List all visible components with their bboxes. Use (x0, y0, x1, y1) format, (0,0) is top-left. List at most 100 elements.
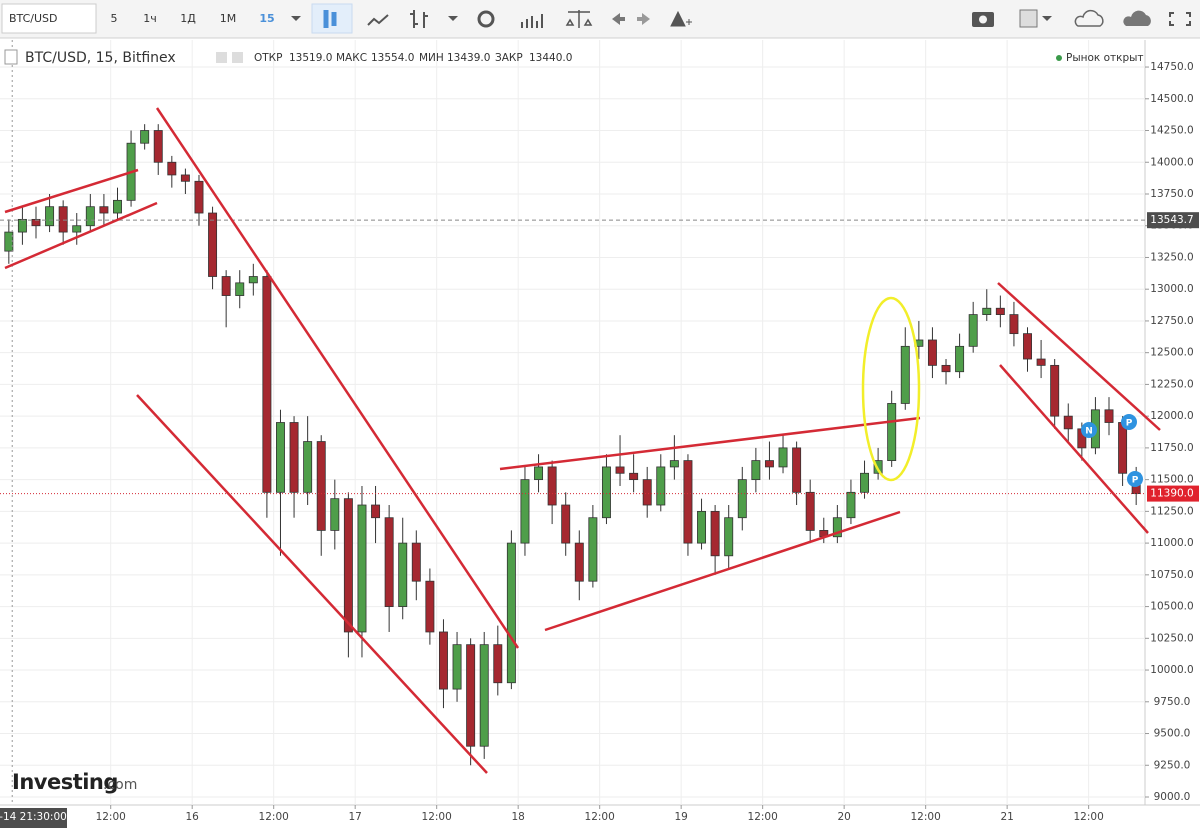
candle-body (99, 206, 109, 214)
candle-body (371, 504, 381, 519)
x-tick-label: 21 (1000, 811, 1013, 823)
x-tick-label: 12:00 (1074, 811, 1104, 823)
y-tick-label: 10000.0 (1150, 664, 1193, 676)
candle-body (547, 466, 557, 506)
candle-button[interactable] (311, 3, 353, 34)
y-axis-bg (1145, 40, 1200, 805)
y-tick-label: 13000.0 (1150, 283, 1193, 295)
interval-active[interactable]: 15 (259, 12, 274, 25)
x-tick-label: 12:00 (585, 811, 615, 823)
candle-body (221, 276, 231, 296)
candle-body (792, 447, 802, 493)
undo-icon[interactable] (612, 13, 625, 25)
market-status: Рынок открыт (1066, 52, 1144, 64)
x-tick-label: 20 (837, 811, 850, 823)
x-tick-label: 12:00 (259, 811, 289, 823)
crosshair-y-label: 13543.7 (1150, 214, 1193, 226)
compare-icon[interactable] (565, 10, 593, 28)
legend-label: МАКС (336, 52, 367, 64)
candle-body (31, 218, 41, 227)
event-marker[interactable] (1127, 471, 1143, 487)
screenshot-lens (979, 15, 987, 24)
event-marker[interactable] (1121, 414, 1137, 430)
legend-title: BTC/USD, 15, Bitfinex (25, 50, 176, 66)
candle-body (262, 276, 272, 493)
logo-brand: Investing (12, 770, 118, 794)
candle-body (656, 466, 666, 506)
event-letter: P (1132, 476, 1139, 486)
candle-body (289, 422, 299, 493)
status-dot (1056, 55, 1062, 61)
trend-line (544, 510, 901, 632)
x-tick-label: 18 (511, 811, 524, 823)
trend-line (136, 394, 488, 774)
y-tick-label: 14250.0 (1150, 125, 1193, 137)
area-icon[interactable] (367, 14, 389, 26)
x-tick-label: 17 (348, 811, 361, 823)
crosshair-x-box (0, 808, 67, 828)
interval[interactable]: 1М (220, 12, 237, 25)
trend-lines (4, 107, 1161, 774)
legend-value: 13519.0 (289, 52, 332, 64)
legend-icon[interactable] (216, 52, 227, 63)
logo-suffix: .com (103, 777, 137, 793)
collapse-icon[interactable] (4, 49, 18, 65)
candle-body (4, 231, 14, 252)
y-tick-label: 12250.0 (1150, 378, 1193, 390)
legend-label: МИН (419, 52, 444, 64)
y-tick-label: 11000.0 (1150, 537, 1193, 549)
y-tick-label: 13750.0 (1150, 188, 1193, 200)
layout-icon[interactable] (1019, 9, 1038, 28)
x-tick-label: 12:00 (422, 811, 452, 823)
y-tick-label: 11250.0 (1150, 505, 1193, 517)
y-tick-label: 9250.0 (1154, 759, 1191, 771)
symbol-input[interactable] (1, 3, 97, 34)
y-tick-label: 12000.0 (1150, 410, 1193, 422)
candle-body (629, 472, 639, 481)
x-tick-label: 19 (674, 811, 687, 823)
candle-body (669, 460, 679, 468)
candle-body (235, 282, 245, 296)
candle-body (1063, 415, 1073, 430)
candle-body (167, 161, 177, 176)
y-tick-label: 9000.0 (1154, 791, 1191, 803)
redo-icon[interactable] (637, 13, 650, 25)
legend-label: ОТКР (254, 52, 282, 64)
candle-body (452, 644, 462, 690)
candle-body (778, 447, 788, 468)
candle-body (968, 314, 978, 347)
dropdown-icon[interactable] (448, 16, 458, 21)
legend: BTC/USD, 15, Bitfinex ОТКР 13519.0 МАКС … (4, 49, 1144, 66)
events: N P P (1081, 414, 1143, 487)
interval[interactable]: 1ч (143, 12, 157, 25)
candle-body (45, 206, 55, 227)
x-tick-label: 12:00 (96, 811, 126, 823)
settings-icon[interactable] (477, 10, 495, 28)
candle-body (140, 130, 150, 144)
dropdown-icon[interactable] (291, 16, 301, 21)
candle-body (995, 307, 1005, 315)
bars-icon[interactable] (410, 10, 428, 28)
legend-icon[interactable] (232, 52, 243, 63)
candle-body (357, 504, 367, 633)
candle-body (724, 517, 734, 557)
indicators-icon[interactable] (521, 14, 543, 28)
candle-body (751, 460, 761, 481)
y-tick-label: 10750.0 (1150, 569, 1193, 581)
save-icon[interactable] (1123, 10, 1151, 26)
alert-icon[interactable] (670, 10, 692, 27)
y-tick-label: 14500.0 (1150, 93, 1193, 105)
candle-body (887, 403, 897, 461)
y-tick-label: 9500.0 (1154, 728, 1191, 740)
interval[interactable]: 1Д (180, 12, 196, 25)
fullscreen-icon[interactable] (1169, 12, 1191, 26)
candle-body (194, 180, 204, 214)
interval[interactable]: 5 (111, 12, 118, 25)
event-marker[interactable] (1081, 422, 1097, 438)
dropdown-icon[interactable] (1042, 16, 1052, 21)
candle-body (411, 542, 421, 582)
candle-body (1023, 333, 1032, 360)
load-icon[interactable] (1074, 9, 1104, 27)
